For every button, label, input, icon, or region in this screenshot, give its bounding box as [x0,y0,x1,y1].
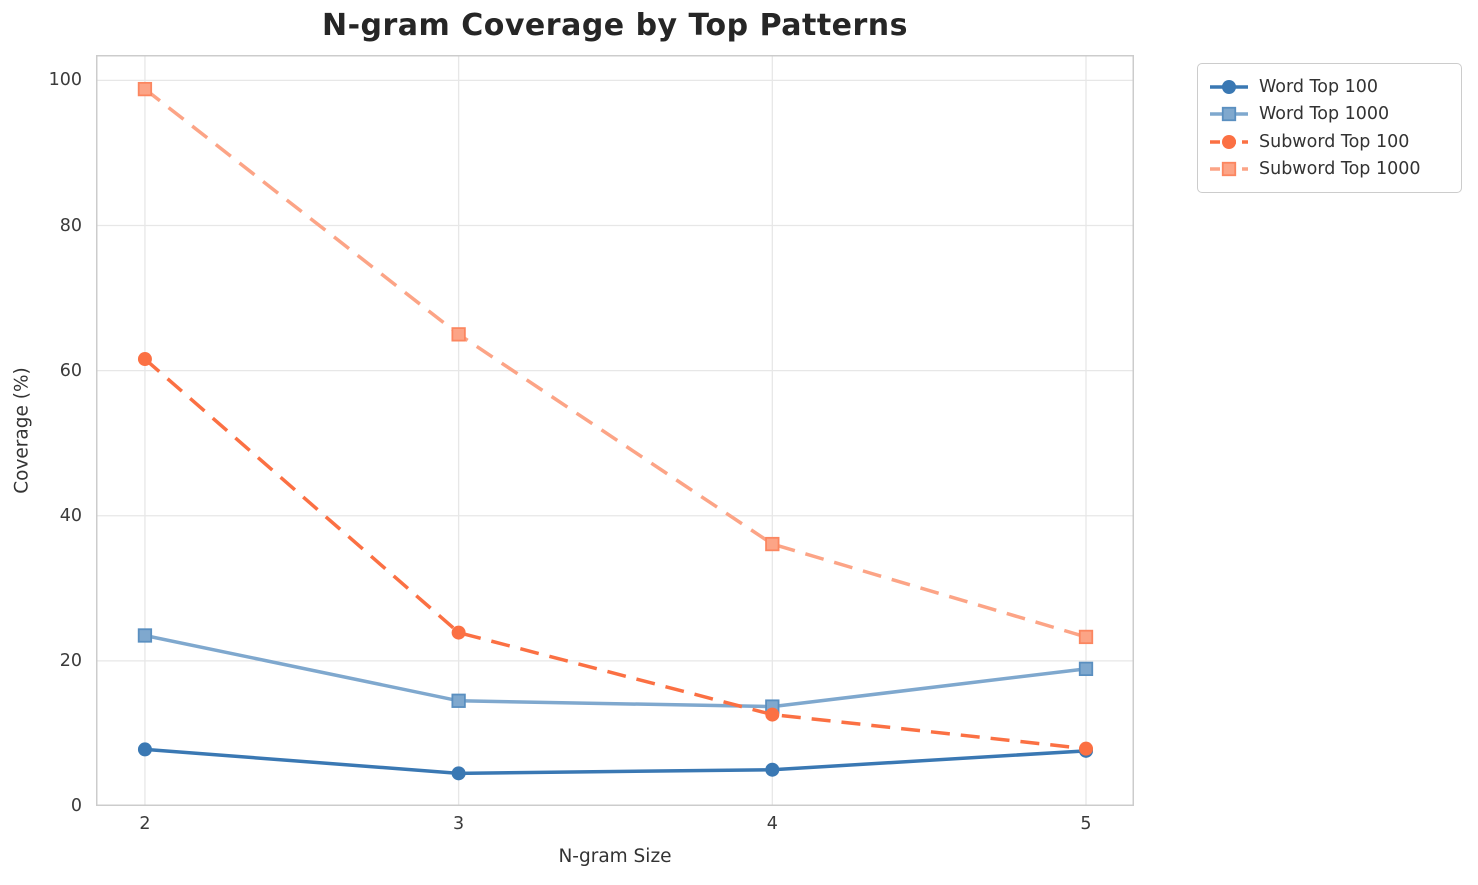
data-point-marker [137,352,152,367]
data-point-marker [137,81,153,97]
data-point-marker [137,628,153,643]
y-tick-label: 0 [70,796,82,816]
x-tick-label: 3 [453,814,465,834]
y-tick-label: 40 [59,505,82,526]
data-point-marker [451,766,466,781]
data-point-marker [1079,741,1094,756]
y-tick-label: 100 [48,70,82,91]
x-tick-label: 4 [766,814,778,834]
data-point-marker [451,625,466,640]
data-point-marker [1078,629,1094,645]
y-tick-label: 80 [59,215,82,236]
x-tick-label: 2 [139,814,151,834]
y-tick-label: 20 [59,650,82,671]
data-point-marker [451,693,466,708]
series-line-2 [144,633,1087,709]
legend-item: Subword Top 100 [1209,128,1449,156]
data-point-marker [451,327,466,342]
legend-sample-circle-icon [1210,134,1248,149]
legend-label: Word Top 1000 [1259,104,1390,125]
legend-sample-square-icon [1210,162,1248,177]
data-point-marker [765,762,780,777]
series-line-3 [143,357,1087,751]
data-point-marker [1078,661,1094,677]
chart-legend: Word Top 100 Word Top 1000 Subword Top 100… [1197,63,1462,193]
legend-label: Word Top 100 [1259,76,1379,97]
plot-border [96,55,1134,806]
chart-plot-area [96,55,1134,806]
legend-item: Word Top 1000 [1209,101,1449,129]
x-tick-label: 5 [1080,814,1092,834]
legend-label: Subword Top 100 [1259,131,1410,152]
y-tick-label: 60 [59,360,82,381]
legend-sample-square-icon [1210,107,1248,122]
data-point-marker [765,707,780,722]
legend-item: Word Top 100 [1209,73,1449,101]
chart-title: N-gram Coverage by Top Patterns [321,8,909,43]
y-axis-label: Coverage (%) [11,367,33,494]
data-point-marker [765,536,780,552]
legend-sample-circle-icon [1210,79,1248,94]
series-line-4 [143,87,1087,639]
legend-label: Subword Top 1000 [1259,159,1421,180]
data-point-marker [137,742,152,757]
legend-item: Subword Top 1000 [1209,156,1449,184]
x-axis-label: N-gram Size [558,846,672,867]
series-line-1 [144,747,1087,776]
